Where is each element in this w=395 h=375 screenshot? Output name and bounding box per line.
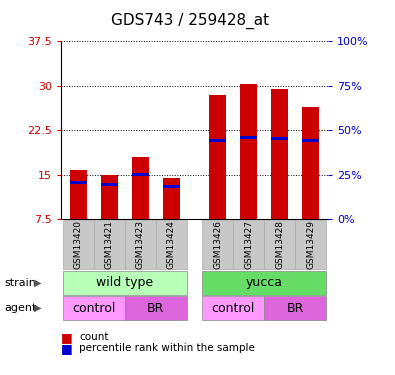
Text: GSM13421: GSM13421 [105, 220, 114, 269]
Bar [132, 157, 149, 219]
Bar [271, 138, 288, 140]
FancyBboxPatch shape [202, 270, 326, 295]
FancyBboxPatch shape [233, 220, 264, 270]
FancyBboxPatch shape [125, 220, 156, 270]
Bar [209, 95, 226, 219]
Text: ■: ■ [61, 342, 73, 355]
Text: GSM13424: GSM13424 [167, 220, 176, 269]
Text: ▶: ▶ [34, 303, 41, 313]
Text: GSM13427: GSM13427 [244, 220, 253, 269]
Bar [132, 173, 149, 176]
FancyBboxPatch shape [264, 296, 326, 321]
Text: control: control [212, 302, 255, 315]
Bar [240, 136, 257, 139]
FancyBboxPatch shape [63, 296, 125, 321]
Text: GSM13428: GSM13428 [275, 220, 284, 269]
Text: wild type: wild type [96, 276, 153, 289]
Bar [240, 84, 257, 219]
FancyBboxPatch shape [202, 296, 264, 321]
Text: BR: BR [287, 302, 304, 315]
Bar [209, 139, 226, 142]
Text: percentile rank within the sample: percentile rank within the sample [79, 344, 255, 353]
Text: GSM13420: GSM13420 [74, 220, 83, 269]
Bar [271, 89, 288, 219]
Text: strain: strain [4, 278, 36, 288]
Text: ■: ■ [61, 331, 73, 344]
FancyBboxPatch shape [264, 220, 295, 270]
Bar [70, 181, 87, 184]
Text: GSM13423: GSM13423 [136, 220, 145, 269]
Text: GSM13429: GSM13429 [306, 220, 315, 269]
Text: control: control [72, 302, 115, 315]
Bar [302, 106, 319, 219]
Text: yucca: yucca [246, 276, 283, 289]
Bar [70, 170, 87, 219]
Text: agent: agent [4, 303, 36, 313]
Text: GDS743 / 259428_at: GDS743 / 259428_at [111, 13, 269, 29]
Bar [163, 185, 180, 188]
FancyBboxPatch shape [202, 220, 233, 270]
Bar [101, 183, 118, 186]
Text: count: count [79, 332, 109, 342]
FancyBboxPatch shape [295, 220, 326, 270]
Bar [302, 139, 319, 142]
FancyBboxPatch shape [63, 270, 187, 295]
FancyBboxPatch shape [94, 220, 125, 270]
Text: ▶: ▶ [34, 278, 41, 288]
FancyBboxPatch shape [63, 220, 94, 270]
Text: GSM13426: GSM13426 [213, 220, 222, 269]
Bar [101, 175, 118, 219]
Bar [163, 178, 180, 219]
FancyBboxPatch shape [125, 296, 187, 321]
FancyBboxPatch shape [156, 220, 187, 270]
Text: BR: BR [147, 302, 164, 315]
